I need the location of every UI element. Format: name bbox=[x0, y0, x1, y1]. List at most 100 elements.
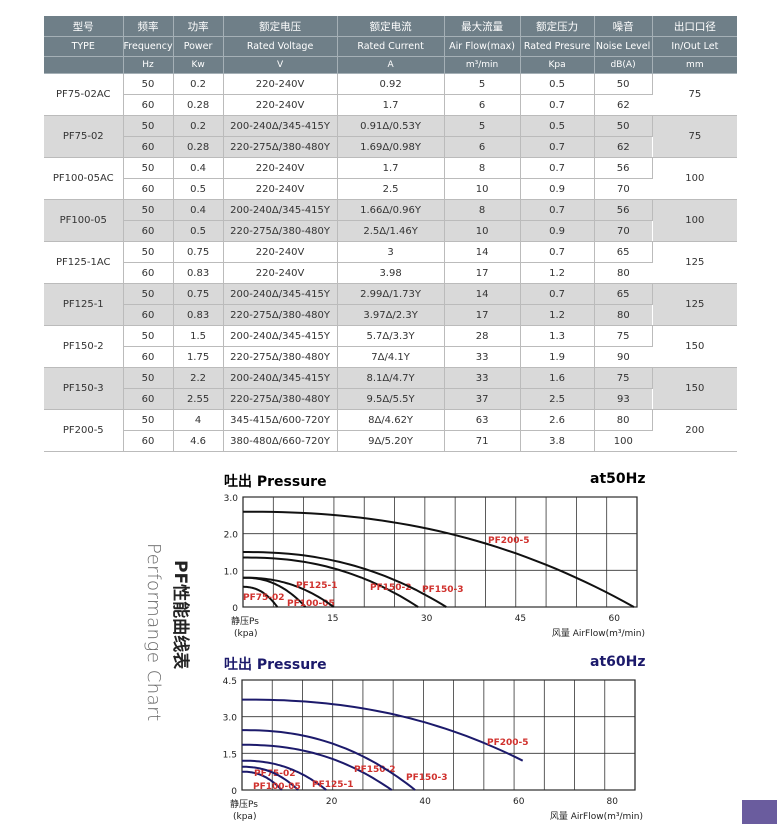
outlet-cell: 125 bbox=[652, 283, 738, 326]
value-cell: 0.7 bbox=[520, 157, 595, 179]
curve-pf125-1 bbox=[242, 759, 327, 791]
table-row: PF125-1 50 0.75 200-240Δ/345-415Y 2.99Δ/1.73… bbox=[44, 283, 738, 326]
x-axis-label: 风量 AirFlow(m³/min) bbox=[552, 628, 645, 639]
table-row: 60 0.5 220-275Δ/380-480Y 2.5Δ/1.46Y 10 0.9 70 bbox=[44, 220, 737, 242]
value-cell: 220-240V bbox=[223, 178, 338, 200]
x-axis-label: 风量 AirFlow(m³/min) bbox=[550, 811, 643, 822]
curve-label: PF100-05 bbox=[253, 782, 301, 792]
header-cell: m³/min bbox=[444, 56, 521, 74]
curve-pf150-2 bbox=[242, 743, 393, 791]
curve-label: PF100-05 bbox=[287, 599, 335, 609]
curve-pf100-05 bbox=[242, 765, 299, 791]
value-cell: 50 bbox=[123, 115, 174, 137]
header-cell: dB(A) bbox=[594, 56, 653, 74]
curve-pf75-02 bbox=[243, 585, 279, 608]
value-cell: 1.75 bbox=[173, 346, 224, 368]
value-cell: 3 bbox=[337, 241, 445, 263]
y-tick-label: 0 bbox=[231, 787, 237, 797]
value-cell: 62 bbox=[594, 136, 653, 158]
table-row: PF150-2 50 1.5 200-240Δ/345-415Y 5.7Δ/3.3Y 28… bbox=[44, 325, 738, 368]
value-cell: 50 bbox=[123, 199, 174, 221]
value-cell: 60 bbox=[123, 220, 174, 242]
value-cell: 0.75 bbox=[173, 283, 224, 305]
value-cell: 75 bbox=[594, 325, 653, 347]
outlet-cell: 100 bbox=[652, 157, 738, 200]
table-row: PF75-02AC 50 0.2 220-240V 0.92 5 0.5 50 75 bbox=[44, 73, 738, 116]
model-type-cell: PF125-1 bbox=[44, 283, 124, 326]
value-cell: 0.7 bbox=[520, 199, 595, 221]
value-cell: 4.6 bbox=[173, 430, 224, 452]
value-cell: 14 bbox=[444, 241, 521, 263]
y-tick-label: 1.5 bbox=[223, 750, 237, 760]
value-cell: 0.2 bbox=[173, 115, 224, 137]
curve-label: PF150-3 bbox=[422, 585, 464, 595]
value-cell: 14 bbox=[444, 283, 521, 305]
outlet-cell: 150 bbox=[652, 325, 738, 368]
value-cell: 60 bbox=[123, 262, 174, 284]
value-cell: 50 bbox=[123, 241, 174, 263]
curve-pf200-5 bbox=[243, 510, 635, 608]
value-cell: 6 bbox=[444, 136, 521, 158]
value-cell: 60 bbox=[123, 430, 174, 452]
value-cell: 56 bbox=[594, 157, 653, 179]
value-cell: 2.6 bbox=[520, 409, 595, 431]
header-cell: 型号 bbox=[44, 16, 124, 37]
value-cell: 0.92 bbox=[337, 73, 445, 95]
header-cell: A bbox=[337, 56, 445, 74]
table-row: 60 2.55 220-275Δ/380-480Y 9.5Δ/5.5Y 37 2.5 93 bbox=[44, 388, 737, 410]
value-cell: 0.7 bbox=[520, 136, 595, 158]
value-cell: 37 bbox=[444, 388, 521, 410]
value-cell: 200-240Δ/345-415Y bbox=[223, 367, 338, 389]
curve-pf150-3 bbox=[243, 551, 447, 608]
x-tick-label: 80 bbox=[607, 797, 619, 807]
value-cell: 0.91Δ/0.53Y bbox=[337, 115, 445, 137]
value-cell: 0.4 bbox=[173, 199, 224, 221]
value-cell: 50 bbox=[594, 73, 653, 95]
value-cell: 1.66Δ/0.96Y bbox=[337, 199, 445, 221]
value-cell: 0.2 bbox=[173, 73, 224, 95]
value-cell: 0.5 bbox=[520, 73, 595, 95]
value-cell: 0.7 bbox=[520, 283, 595, 305]
value-cell: 4 bbox=[173, 409, 224, 431]
value-cell: 220-275Δ/380-480Y bbox=[223, 136, 338, 158]
value-cell: 0.75 bbox=[173, 241, 224, 263]
header-cell: 额定压力 bbox=[520, 16, 595, 37]
value-cell: 8 bbox=[444, 199, 521, 221]
header-cell: Rated Current bbox=[337, 36, 445, 57]
value-cell: 9Δ/5.20Y bbox=[337, 430, 445, 452]
y-axis-label: 静压Ps bbox=[231, 615, 259, 627]
value-cell: 0.28 bbox=[173, 94, 224, 116]
value-cell: 2.2 bbox=[173, 367, 224, 389]
value-cell: 3.8 bbox=[520, 430, 595, 452]
chart2-subtitle: at60Hz bbox=[590, 654, 646, 670]
value-cell: 220-240V bbox=[223, 241, 338, 263]
table-row: PF75-02 50 0.2 200-240Δ/345-415Y 0.91Δ/0.53Y… bbox=[44, 115, 738, 158]
curve-pf150-3 bbox=[242, 729, 416, 791]
curve-pf75-02 bbox=[242, 770, 283, 791]
outlet-cell: 75 bbox=[652, 115, 738, 158]
value-cell: 75 bbox=[594, 367, 653, 389]
curve-label: PF125-1 bbox=[296, 581, 338, 591]
header-cell: 额定电流 bbox=[337, 16, 445, 37]
table-row: 60 0.28 220-275Δ/380-480Y 1.69Δ/0.98Y 6 0.7 62 bbox=[44, 136, 737, 158]
header-cell: Kpa bbox=[520, 56, 595, 74]
value-cell: 60 bbox=[123, 346, 174, 368]
y-tick-label: 4.5 bbox=[223, 677, 237, 687]
value-cell: 0.4 bbox=[173, 157, 224, 179]
value-cell: 0.7 bbox=[520, 94, 595, 116]
value-cell: 50 bbox=[594, 115, 653, 137]
value-cell: 220-240V bbox=[223, 94, 338, 116]
header-row-en: TYPE Frequency Power Rated Voltage Rated Cur… bbox=[44, 36, 738, 57]
value-cell: 100 bbox=[594, 430, 653, 452]
curve-label: PF150-2 bbox=[354, 765, 396, 775]
outlet-cell: 125 bbox=[652, 241, 738, 284]
value-cell: 70 bbox=[594, 178, 653, 200]
model-type-cell: PF200-5 bbox=[44, 409, 124, 452]
header-cell: Power bbox=[173, 36, 224, 57]
value-cell: 1.9 bbox=[520, 346, 595, 368]
value-cell: 60 bbox=[123, 178, 174, 200]
y-tick-label: 1.0 bbox=[224, 567, 239, 577]
value-cell: 80 bbox=[594, 409, 653, 431]
